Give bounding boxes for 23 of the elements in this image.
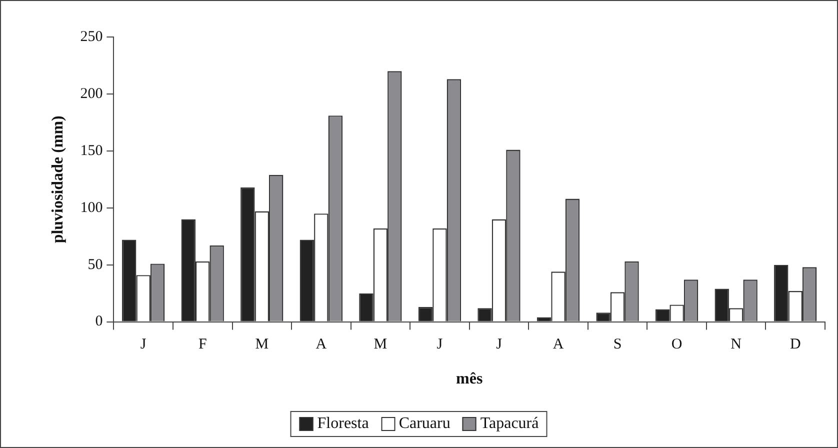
x-tick-label: J <box>496 336 502 353</box>
y-tick-label: 50 <box>88 256 103 273</box>
x-tick-label: F <box>198 336 207 353</box>
x-tick-label: O <box>671 336 682 353</box>
y-tick-label: 0 <box>95 314 103 330</box>
y-tick-label: 100 <box>80 200 103 216</box>
x-tick-label: A <box>316 336 327 353</box>
x-tick-label: D <box>790 336 801 353</box>
y-tick-label: 150 <box>80 142 103 159</box>
legend-label: Tapacurá <box>480 415 539 433</box>
x-tick-label: J <box>436 336 443 353</box>
x-tick-label: N <box>730 336 742 353</box>
x-tick-label: A <box>552 336 564 353</box>
legend-label: Floresta <box>317 415 369 433</box>
legend-label: Caruaru <box>398 415 450 433</box>
y-axis-title: pluviosidade (mm) <box>50 116 67 244</box>
x-tick-label: M <box>255 336 269 353</box>
y-tick-label: 200 <box>80 86 103 102</box>
y-tick-label: 250 <box>80 28 103 45</box>
x-tick-label: M <box>374 336 388 353</box>
x-tick-label: S <box>613 336 622 353</box>
x-tick-label: J <box>140 336 146 353</box>
x-axis-title: mês <box>456 370 483 388</box>
